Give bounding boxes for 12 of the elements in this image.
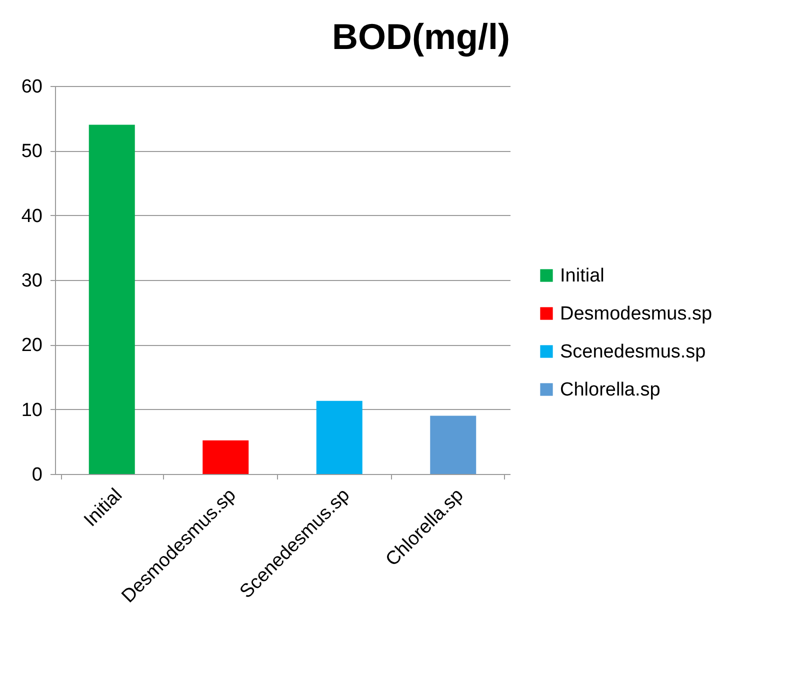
- y-tick-label: 40: [21, 206, 42, 227]
- legend-label: Chlorella.sp: [560, 380, 660, 400]
- y-tick-label: 30: [21, 270, 42, 292]
- legend-label: Initial: [560, 266, 604, 286]
- y-tick-label: 0: [32, 464, 42, 486]
- y-tick-label: 20: [21, 335, 42, 356]
- chart-title: BOD(mg/l): [332, 16, 510, 57]
- y-tick-label: 50: [21, 141, 42, 162]
- legend-label: Scenedesmus.sp: [560, 342, 706, 362]
- legend-label: Desmodesmus.sp: [560, 304, 712, 324]
- y-tick-label: 60: [21, 76, 42, 98]
- y-tick-label: 10: [21, 400, 42, 421]
